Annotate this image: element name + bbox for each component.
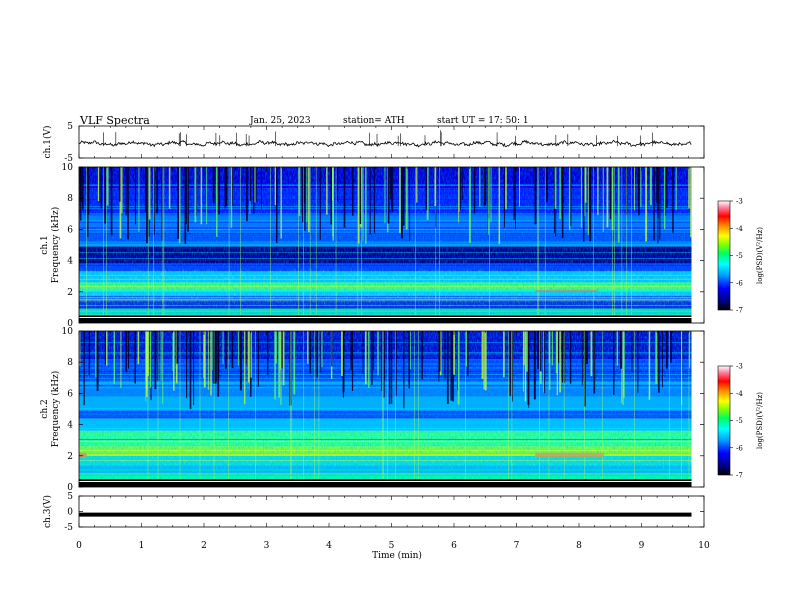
spec-y-tick-label: 0 bbox=[67, 483, 73, 493]
spec-y-tick-label: 8 bbox=[67, 194, 73, 204]
figure-title: VLF Spectra bbox=[79, 114, 150, 127]
x-tick-label: 8 bbox=[576, 541, 582, 551]
spec-y-tick-label: 2 bbox=[67, 288, 73, 298]
spec-y-tick-label: 6 bbox=[67, 389, 73, 399]
x-tick-label: 10 bbox=[698, 541, 710, 551]
spectrogram-band bbox=[79, 315, 692, 323]
colorbar-tick-label: -5 bbox=[736, 252, 743, 260]
spec-y-tick-label: 0 bbox=[67, 319, 73, 329]
colorbar-label: log(PSD)(V²/Hz) bbox=[756, 227, 764, 284]
colorbar-scale bbox=[717, 365, 731, 476]
wave-y-tick-label: 5 bbox=[67, 122, 73, 132]
x-axis-label: Time (min) bbox=[372, 550, 422, 561]
wave-ylabel: ch.3(V) bbox=[42, 495, 53, 528]
colorbar-tick-label: -6 bbox=[736, 279, 743, 287]
x-tick-label: 2 bbox=[201, 541, 207, 551]
spec-y-tick-label: 4 bbox=[67, 257, 73, 267]
colorbars: -3 -4 -5 -6 -7 log(PSD)(V²/Hz) -3 -4 -5 -6 -7 log(P… bbox=[717, 198, 764, 480]
x-tick-label: 9 bbox=[639, 541, 645, 551]
colorbar-tick-label: -6 bbox=[736, 444, 743, 452]
ch2-spectrogram-panel: 0 2 4 6 8 10 ch.2 Frequency (kHz) bbox=[40, 327, 705, 493]
spec-ylabel-frequency: Frequency (kHz) bbox=[50, 371, 61, 448]
spectrogram-interference bbox=[79, 452, 87, 458]
x-tick-label: 6 bbox=[451, 541, 457, 551]
spectrogram-interference bbox=[535, 452, 604, 458]
station-label: station= ATH bbox=[343, 116, 405, 126]
spectrogram-band bbox=[79, 479, 692, 487]
wave-y-tick-label: -5 bbox=[64, 154, 73, 164]
spec-ylabel-channel: ch.1 bbox=[40, 235, 50, 254]
wave-y-tick-label: -5 bbox=[64, 523, 73, 533]
x-tick-label: 3 bbox=[264, 541, 270, 551]
spec-y-tick-label: 8 bbox=[67, 358, 73, 368]
ch3-waveform-panel: 5 0 -5 ch.3(V) bbox=[42, 492, 705, 533]
wave-y-tick-label: 5 bbox=[67, 492, 73, 502]
colorbar-scale bbox=[717, 200, 731, 311]
ch1-colorbar: -3 -4 -5 -6 -7 log(PSD)(V²/Hz) bbox=[717, 198, 764, 315]
spec-ylabel-channel: ch.2 bbox=[40, 399, 50, 418]
time-axis: 0 1 2 3 4 5 6 7 8 9 10 bbox=[76, 541, 710, 551]
spectrogram-speckle-green bbox=[79, 433, 692, 469]
colorbar-tick-label: -4 bbox=[736, 225, 743, 233]
spec-y-tick-label: 4 bbox=[67, 421, 73, 431]
colorbar-tick-label: -7 bbox=[736, 307, 743, 315]
ch1-spectrogram-panel: 0 2 4 6 8 10 ch.1 Frequency (kHz) bbox=[40, 163, 705, 329]
spec-y-tick-label: 2 bbox=[67, 452, 73, 462]
colorbar-tick-label: -3 bbox=[736, 363, 743, 371]
x-tick-label: 1 bbox=[139, 541, 145, 551]
date-label: Jan. 25, 2023 bbox=[249, 116, 311, 126]
colorbar-tick-label: -3 bbox=[736, 198, 743, 206]
colorbar-tick-label: -7 bbox=[736, 472, 743, 480]
x-tick-label: 5 bbox=[389, 541, 395, 551]
x-tick-label: 0 bbox=[76, 541, 82, 551]
spec-y-tick-label: 10 bbox=[62, 327, 74, 337]
spec-y-tick-label: 6 bbox=[67, 225, 73, 235]
spec-ylabel-frequency: Frequency (kHz) bbox=[50, 207, 61, 284]
colorbar-tick-label: -5 bbox=[736, 417, 743, 425]
panel-frame bbox=[78, 495, 705, 528]
ch1-waveform-trace bbox=[78, 139, 692, 148]
colorbar-label: log(PSD)(V²/Hz) bbox=[756, 392, 764, 449]
x-tick-label: 7 bbox=[514, 541, 520, 551]
colorbar-tick-label: -4 bbox=[736, 390, 743, 398]
wave-ylabel: ch.1(V) bbox=[42, 126, 53, 159]
spec-y-tick-label: 10 bbox=[62, 163, 74, 173]
start-time-label: start UT = 17: 50: 1 bbox=[437, 116, 529, 126]
ch1-waveform-panel: 5 -5 ch.1(V) bbox=[42, 122, 705, 164]
x-tick-label: 4 bbox=[326, 541, 332, 551]
ch2-colorbar: -3 -4 -5 -6 -7 log(PSD)(V²/Hz) bbox=[717, 363, 764, 480]
wave-y-tick-label: 0 bbox=[67, 508, 73, 518]
